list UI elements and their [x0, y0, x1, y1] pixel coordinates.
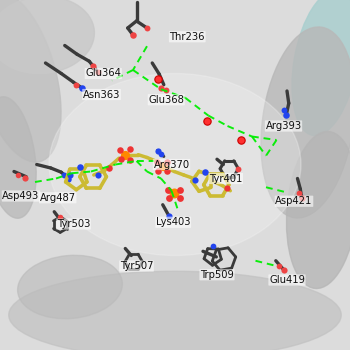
Text: Asn363: Asn363 [83, 90, 120, 99]
Text: Tyr401: Tyr401 [209, 174, 243, 183]
Point [117, 147, 122, 153]
Point [172, 190, 177, 196]
Point [281, 267, 287, 273]
Point [299, 195, 304, 201]
Text: Arg487: Arg487 [40, 193, 76, 203]
Point [130, 32, 136, 38]
Point [166, 195, 172, 201]
Point [57, 214, 63, 220]
Point [118, 156, 124, 162]
Ellipse shape [261, 27, 350, 218]
Text: Asp493: Asp493 [2, 191, 40, 201]
Ellipse shape [0, 0, 94, 74]
Point [127, 146, 132, 152]
Text: Glu368: Glu368 [148, 95, 184, 105]
Point [202, 169, 208, 174]
Ellipse shape [49, 74, 301, 256]
Point [79, 85, 85, 91]
Point [164, 168, 170, 174]
Text: Glu364: Glu364 [85, 69, 121, 78]
Point [281, 107, 286, 113]
Point [224, 186, 230, 191]
Text: Lys403: Lys403 [156, 217, 190, 227]
Ellipse shape [9, 271, 341, 350]
Point [90, 63, 96, 69]
Text: Arg370: Arg370 [153, 160, 190, 169]
Ellipse shape [292, 0, 350, 135]
Point [158, 85, 164, 90]
Ellipse shape [286, 132, 350, 288]
Point [155, 168, 160, 174]
Point [239, 137, 244, 143]
Point [155, 148, 160, 153]
Point [65, 176, 71, 181]
Point [154, 159, 160, 164]
Point [160, 163, 166, 169]
Point [155, 76, 160, 82]
Ellipse shape [0, 97, 36, 218]
Point [95, 69, 101, 75]
Ellipse shape [0, 0, 61, 162]
Ellipse shape [18, 255, 122, 319]
Point [204, 118, 209, 124]
Point [296, 190, 302, 196]
Point [163, 88, 169, 93]
Text: Tyr503: Tyr503 [57, 219, 90, 229]
Point [74, 82, 79, 88]
Point [67, 172, 73, 178]
Point [61, 172, 66, 178]
Point [166, 214, 172, 219]
Point [284, 112, 289, 118]
Point [177, 187, 183, 192]
Point [177, 195, 183, 201]
Text: Tyr507: Tyr507 [120, 261, 153, 271]
Text: Asp421: Asp421 [275, 196, 313, 206]
Text: Glu419: Glu419 [269, 275, 305, 285]
Point [77, 164, 83, 170]
Point [22, 175, 27, 181]
Point [165, 187, 171, 192]
Point [210, 244, 216, 249]
Point [95, 172, 101, 178]
Point [236, 166, 241, 172]
Point [144, 25, 150, 31]
Text: Trp509: Trp509 [200, 270, 234, 280]
Point [122, 152, 128, 158]
Text: Thr236: Thr236 [169, 32, 205, 42]
Point [127, 158, 133, 163]
Point [158, 151, 164, 157]
Point [15, 172, 20, 178]
Point [276, 263, 282, 269]
Point [192, 177, 197, 182]
Text: Arg393: Arg393 [265, 121, 302, 131]
Point [106, 165, 111, 171]
Point [164, 159, 170, 164]
